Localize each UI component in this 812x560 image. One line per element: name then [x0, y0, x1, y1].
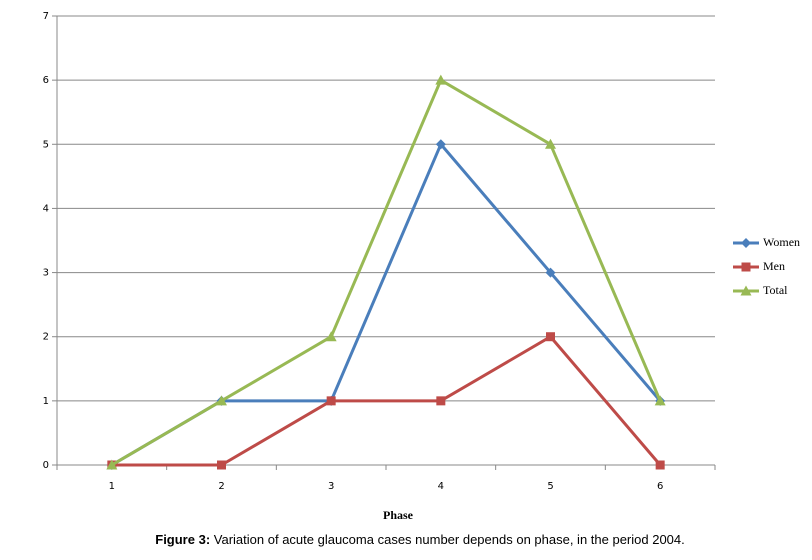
marker	[326, 396, 336, 406]
y-tick-label: 6	[43, 75, 49, 86]
y-tick-label: 3	[43, 268, 49, 279]
marker	[217, 460, 226, 470]
marker	[216, 395, 227, 406]
x-axis-label: Phase	[383, 508, 414, 522]
marker	[435, 139, 446, 150]
legend-label: Total	[763, 283, 788, 297]
x-tick-label: 2	[218, 481, 224, 492]
marker	[435, 74, 447, 85]
x-tick-label: 1	[109, 481, 115, 492]
caption: Figure 3: Variation of acute glaucoma ca…	[155, 532, 685, 547]
x-tick-label: 6	[657, 481, 663, 492]
legend-marker	[741, 238, 751, 248]
x-tick-label: 4	[438, 481, 444, 492]
y-tick-label: 5	[43, 139, 49, 150]
marker	[654, 395, 666, 406]
legend-marker	[740, 285, 752, 296]
series-line	[111, 78, 662, 467]
y-tick-label: 4	[43, 203, 49, 214]
caption-text: Variation of acute glaucoma cases number…	[214, 532, 685, 547]
y-tick-label: 7	[43, 11, 49, 22]
marker	[655, 460, 665, 470]
marker	[436, 396, 446, 406]
x-tick-label: 5	[547, 481, 553, 492]
marker	[546, 332, 555, 342]
marker	[545, 138, 556, 149]
caption-label: Figure 3:	[155, 532, 210, 547]
legend-marker	[741, 262, 751, 272]
marker	[325, 331, 337, 342]
x-tick-label: 3	[328, 481, 334, 492]
y-tick-label: 2	[43, 332, 49, 343]
y-tick-label: 1	[43, 396, 49, 407]
series-line	[111, 335, 662, 467]
y-tick-label: 0	[43, 460, 49, 471]
marker	[106, 459, 118, 470]
legend-label: Women	[763, 235, 800, 249]
legend-label: Men	[763, 259, 785, 273]
marker	[545, 267, 556, 278]
